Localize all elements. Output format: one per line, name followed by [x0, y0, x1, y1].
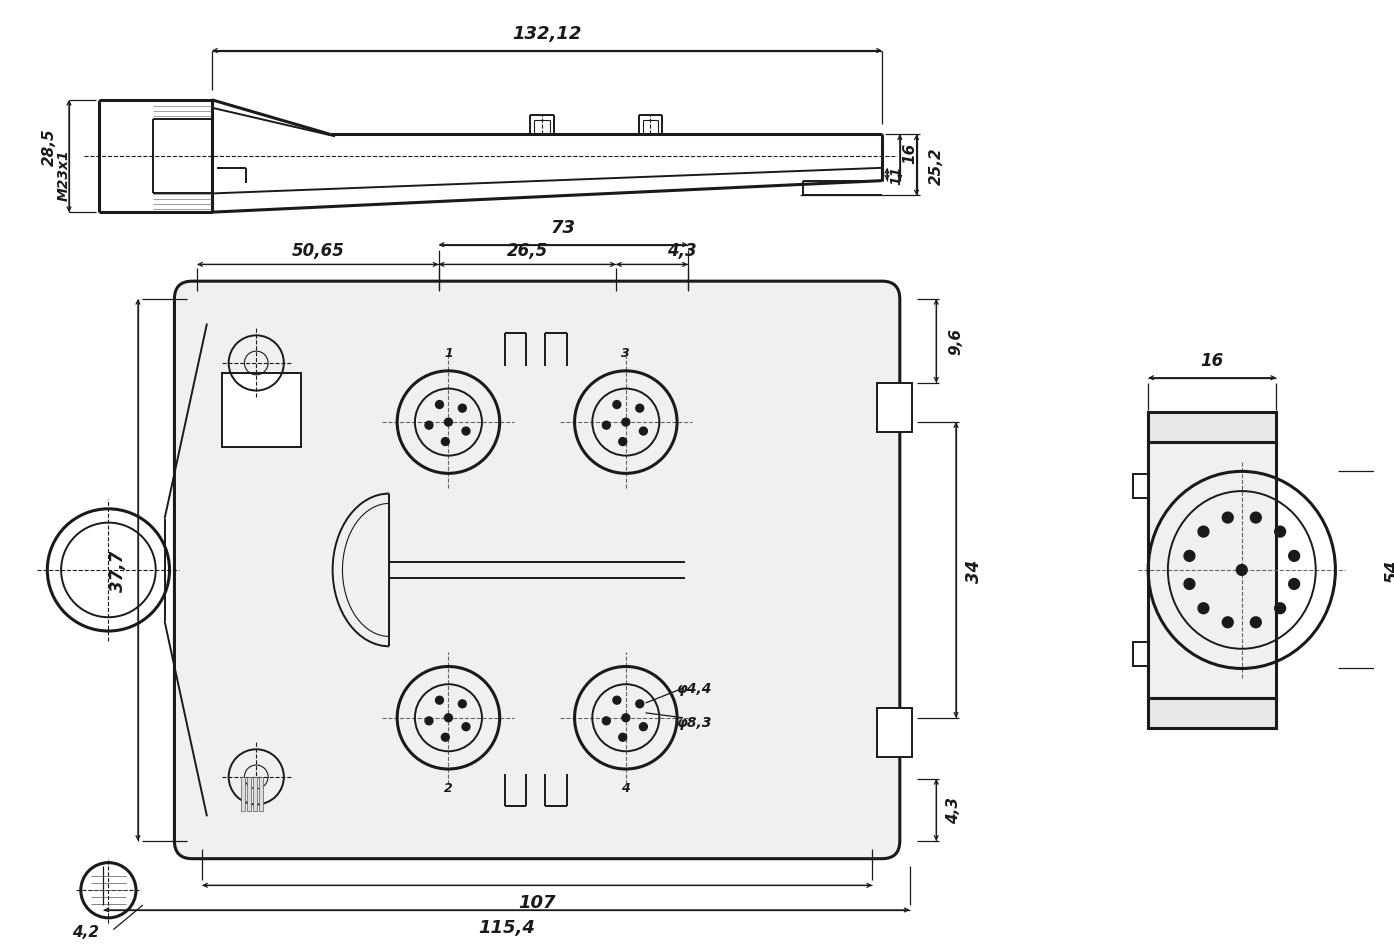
- Text: 9,6: 9,6: [948, 328, 963, 355]
- Circle shape: [435, 401, 443, 409]
- Circle shape: [1250, 617, 1262, 628]
- Circle shape: [619, 733, 627, 741]
- Circle shape: [622, 419, 630, 427]
- Circle shape: [445, 714, 453, 722]
- Circle shape: [1223, 513, 1234, 523]
- Circle shape: [425, 717, 434, 725]
- Text: 4,3: 4,3: [947, 797, 962, 823]
- Bar: [1149, 699, 1277, 728]
- Circle shape: [602, 717, 611, 725]
- Bar: [1149, 443, 1277, 699]
- Bar: [1133, 475, 1149, 498]
- Circle shape: [622, 714, 630, 722]
- Circle shape: [425, 422, 434, 430]
- Text: 37,7: 37,7: [109, 549, 127, 591]
- Text: 25,2: 25,2: [928, 147, 944, 184]
- Bar: [254, 777, 258, 812]
- FancyBboxPatch shape: [174, 282, 899, 859]
- Circle shape: [442, 733, 449, 741]
- Circle shape: [640, 428, 647, 435]
- Text: 11: 11: [889, 165, 903, 185]
- Text: M23x1: M23x1: [57, 149, 71, 200]
- Text: 3: 3: [622, 346, 630, 360]
- Circle shape: [636, 405, 644, 413]
- Bar: [222, 374, 301, 447]
- Circle shape: [636, 700, 644, 708]
- Circle shape: [459, 405, 467, 413]
- Text: 28,5: 28,5: [42, 128, 57, 166]
- Circle shape: [1184, 579, 1195, 590]
- Text: 26,5: 26,5: [506, 242, 548, 260]
- Circle shape: [1184, 551, 1195, 562]
- Circle shape: [1236, 565, 1248, 576]
- Text: 107: 107: [519, 893, 556, 911]
- Text: 4,3: 4,3: [666, 242, 697, 260]
- Circle shape: [1288, 551, 1299, 562]
- Bar: [241, 777, 245, 812]
- Circle shape: [613, 401, 620, 409]
- Circle shape: [1274, 603, 1285, 614]
- Circle shape: [461, 428, 470, 435]
- Circle shape: [442, 438, 449, 446]
- Text: 2: 2: [445, 781, 453, 794]
- Text: 16: 16: [1200, 351, 1224, 370]
- Circle shape: [613, 697, 620, 704]
- Text: 54: 54: [1384, 559, 1394, 582]
- Circle shape: [435, 697, 443, 704]
- Text: 34: 34: [965, 559, 983, 582]
- Text: 115,4: 115,4: [478, 918, 535, 936]
- Bar: [247, 777, 251, 812]
- Bar: [877, 708, 912, 757]
- Circle shape: [1197, 527, 1209, 537]
- Circle shape: [602, 422, 611, 430]
- Text: φ4,4: φ4,4: [677, 682, 712, 696]
- Circle shape: [461, 723, 470, 731]
- Bar: [1133, 642, 1149, 666]
- Circle shape: [1288, 579, 1299, 590]
- Bar: [1149, 413, 1277, 443]
- Bar: [877, 383, 912, 432]
- Circle shape: [1274, 527, 1285, 537]
- Circle shape: [640, 723, 647, 731]
- Circle shape: [445, 419, 453, 427]
- Text: 4: 4: [622, 781, 630, 794]
- Bar: [259, 777, 263, 812]
- Text: 1: 1: [445, 346, 453, 360]
- Text: 50,65: 50,65: [291, 242, 344, 260]
- Circle shape: [619, 438, 627, 446]
- Circle shape: [1197, 603, 1209, 614]
- Text: 16: 16: [902, 143, 917, 164]
- Text: 4,2: 4,2: [71, 924, 99, 939]
- Circle shape: [1223, 617, 1234, 628]
- Circle shape: [1250, 513, 1262, 523]
- Text: 132,12: 132,12: [512, 25, 581, 42]
- Text: φ8,3: φ8,3: [677, 715, 712, 729]
- Text: 73: 73: [551, 219, 576, 237]
- Circle shape: [459, 700, 467, 708]
